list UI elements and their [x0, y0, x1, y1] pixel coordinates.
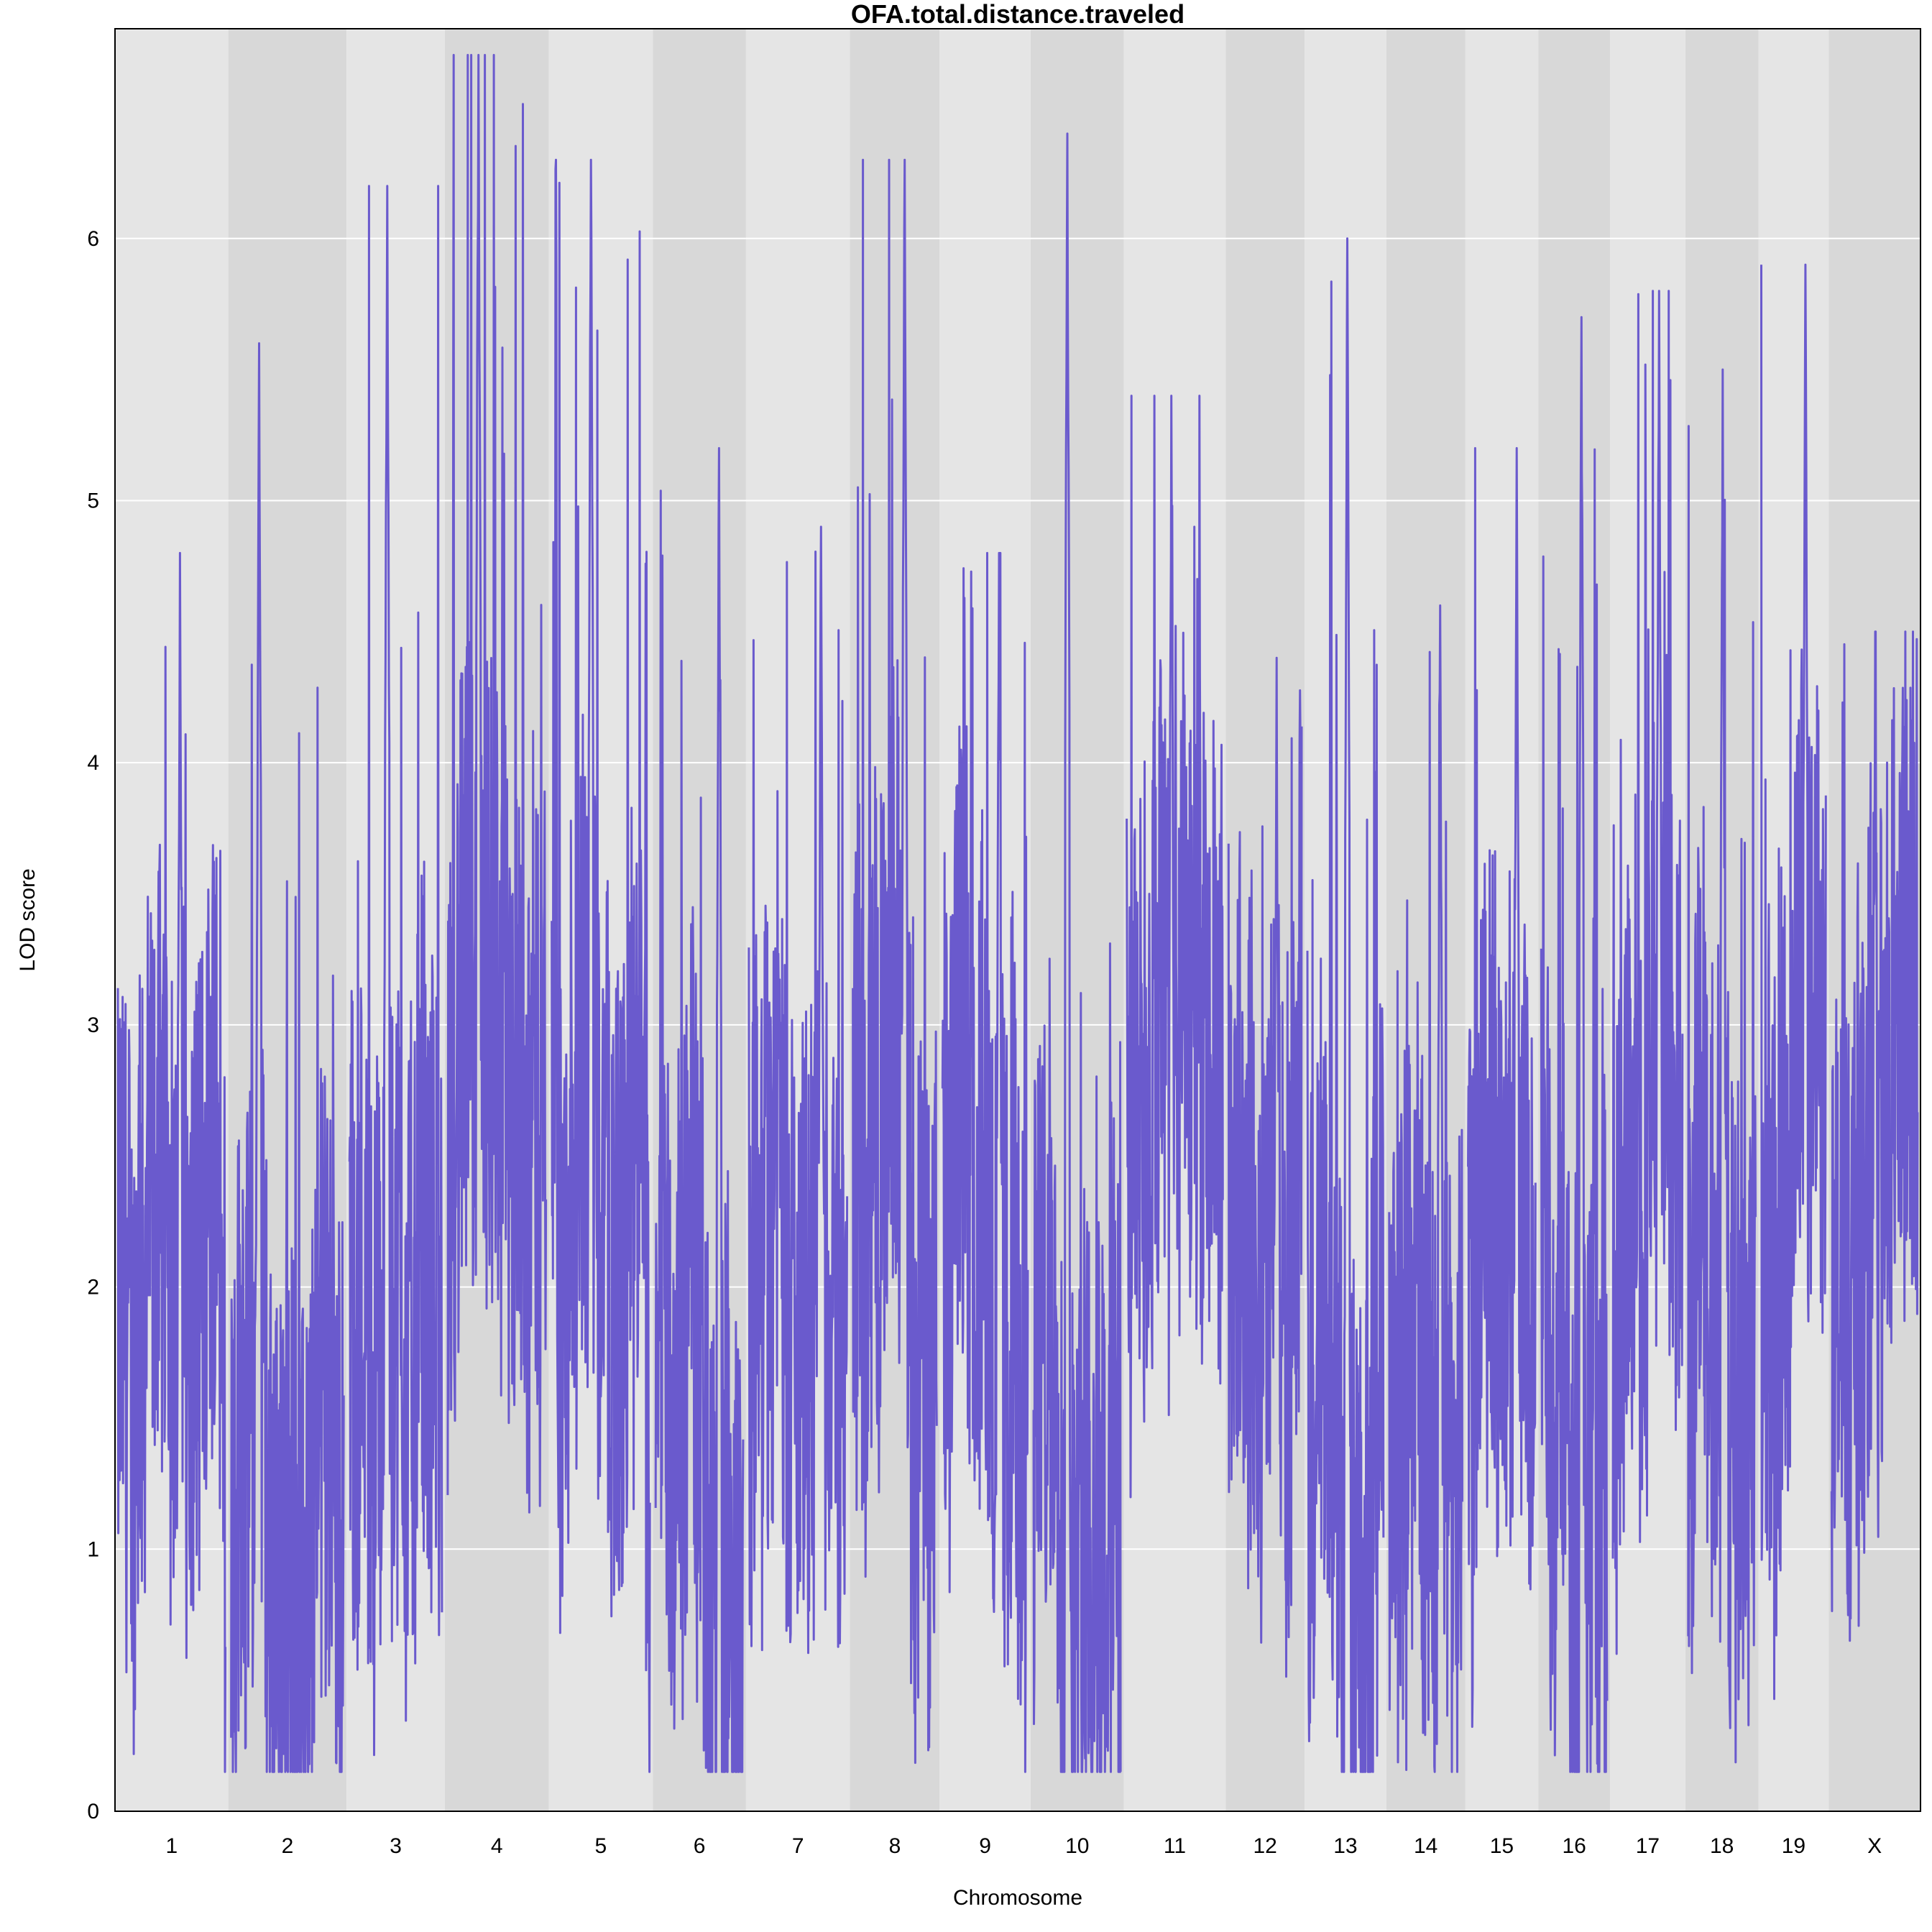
x-tick-label-X: X — [1867, 1834, 1882, 1858]
lod-trace-chr-6 — [654, 447, 745, 1773]
lod-series — [116, 54, 1919, 1773]
lod-trace-chr-11 — [1126, 395, 1224, 1499]
lod-trace-chr-14 — [1388, 604, 1463, 1773]
y-tick-label-2: 2 — [87, 1276, 99, 1300]
chart-title: OFA.total.distance.traveled — [851, 0, 1184, 29]
x-tick-label-6: 6 — [694, 1834, 706, 1858]
x-tick-label-8: 8 — [889, 1834, 901, 1858]
x-tick-label-4: 4 — [491, 1834, 503, 1858]
x-tick-label-12: 12 — [1253, 1834, 1276, 1858]
lod-trace-chr-19 — [1760, 263, 1827, 1701]
y-tick-label-3: 3 — [87, 1013, 99, 1037]
x-tick-label-17: 17 — [1636, 1834, 1660, 1858]
lod-trace-chr-5 — [551, 158, 651, 1773]
y-tick-label-1: 1 — [87, 1537, 99, 1561]
lod-trace-chr-3 — [348, 185, 443, 1757]
lod-trace-chr-12 — [1227, 656, 1303, 1678]
y-axis-ticks: 0 1 2 3 4 5 6 — [87, 227, 99, 1823]
lod-trace-chr-7 — [748, 525, 849, 1655]
lod-trace-chr-17 — [1611, 290, 1684, 1655]
y-tick-label-4: 4 — [87, 751, 99, 775]
lod-trace-chr-2 — [230, 342, 345, 1773]
x-tick-label-18: 18 — [1710, 1834, 1734, 1858]
x-axis-ticks: 1 2 3 4 5 6 7 8 9 10 11 12 13 14 15 16 17 18 19 X — [165, 1834, 1882, 1858]
x-tick-label-9: 9 — [979, 1834, 991, 1858]
x-tick-label-13: 13 — [1333, 1834, 1357, 1858]
lod-trace-chr-9 — [941, 551, 1029, 1773]
lod-trace-chr-18 — [1687, 368, 1757, 1764]
plot-frame — [114, 28, 1921, 1812]
lod-trace-chr-4 — [446, 54, 548, 1514]
x-tick-label-7: 7 — [792, 1834, 804, 1858]
lod-trace-chr-1 — [116, 551, 227, 1773]
x-axis-label: Chromosome — [953, 1886, 1082, 1910]
y-axis-label: LOD score — [16, 868, 40, 971]
lod-trace-chr-X — [1830, 630, 1919, 1642]
chromosome-band-5 — [548, 29, 653, 1811]
x-tick-label-19: 19 — [1782, 1834, 1806, 1858]
lod-trace-chr-10 — [1032, 132, 1122, 1773]
y-tick-label-0: 0 — [87, 1800, 99, 1823]
x-tick-label-3: 3 — [390, 1834, 402, 1858]
x-tick-label-1: 1 — [165, 1834, 178, 1858]
x-tick-label-10: 10 — [1065, 1834, 1089, 1858]
x-tick-label-11: 11 — [1164, 1834, 1186, 1858]
x-tick-label-5: 5 — [595, 1834, 607, 1858]
lod-trace-chr-13 — [1306, 237, 1385, 1773]
x-tick-label-2: 2 — [282, 1834, 294, 1858]
x-tick-label-16: 16 — [1562, 1834, 1586, 1858]
x-tick-label-15: 15 — [1490, 1834, 1514, 1858]
x-tick-label-14: 14 — [1414, 1834, 1438, 1858]
lod-trace-chr-15 — [1467, 447, 1537, 1728]
y-tick-label-5: 5 — [87, 489, 99, 512]
lod-trace-chr-16 — [1540, 316, 1609, 1773]
lod-trace-chr-8 — [852, 158, 938, 1765]
y-tick-label-6: 6 — [87, 227, 99, 251]
